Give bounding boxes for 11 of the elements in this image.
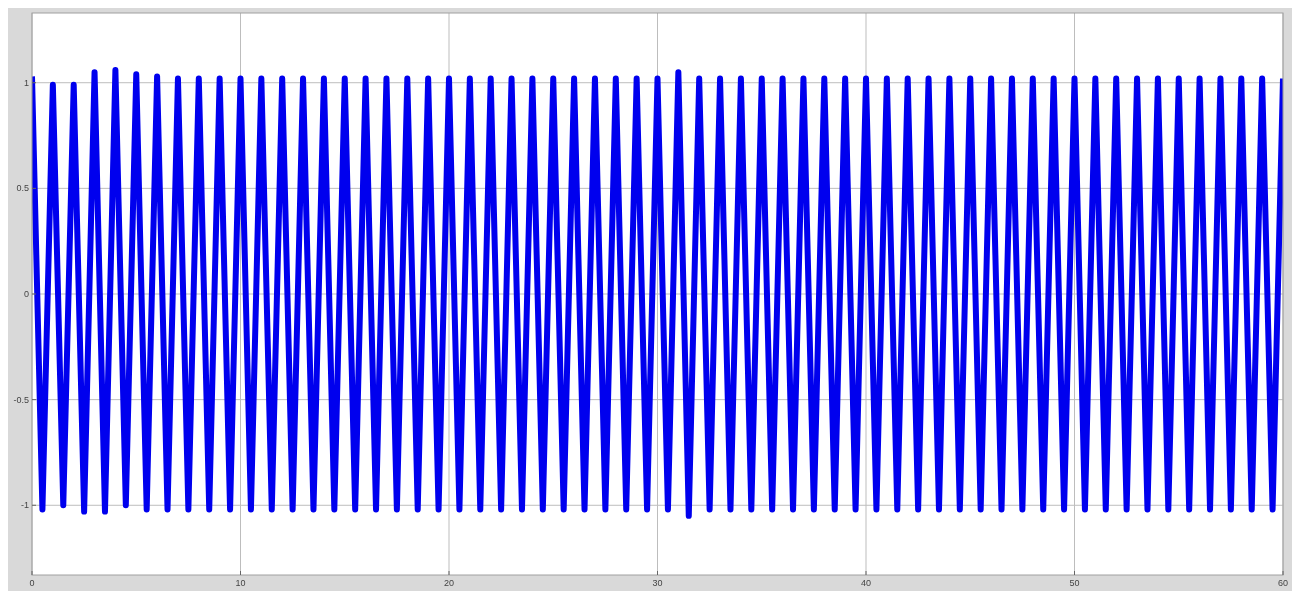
y-tick-label: 0 bbox=[23, 289, 29, 299]
y-tick-label: 0.5 bbox=[16, 183, 29, 194]
y-tick-label: 1 bbox=[23, 77, 29, 88]
x-tick-label: 40 bbox=[860, 578, 872, 588]
x-tick-label: 60 bbox=[1277, 578, 1289, 588]
x-tick-label: 50 bbox=[1069, 578, 1080, 588]
x-tick-label: 10 bbox=[235, 578, 246, 588]
y-tick-label: -0.5 bbox=[13, 394, 29, 405]
x-tick-label: 20 bbox=[443, 578, 455, 588]
x-tick-label: 30 bbox=[652, 578, 663, 588]
y-tick-label: -1 bbox=[20, 500, 29, 511]
